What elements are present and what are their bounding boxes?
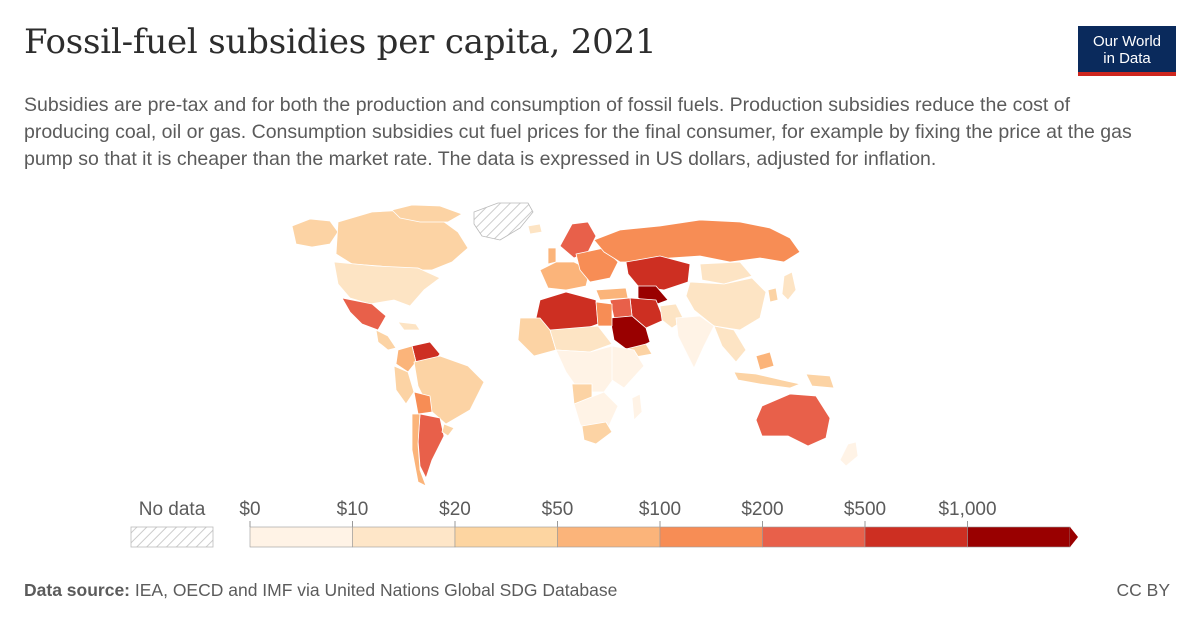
legend-bin-swatch[interactable]: [967, 526, 1071, 548]
region-sahel[interactable]: [549, 325, 613, 353]
legend-bin-label: $200: [741, 499, 783, 520]
owid-logo[interactable]: Our World in Data: [1078, 26, 1176, 76]
region-kazakhstan[interactable]: [625, 255, 691, 291]
chart-subtitle: Subsidies are pre-tax and for both the p…: [24, 94, 1132, 170]
region-iceland[interactable]: [527, 223, 543, 235]
logo-line-2: in Data: [1103, 50, 1151, 67]
logo-line-1: Our World: [1092, 33, 1162, 50]
legend-bin-swatch[interactable]: [557, 526, 661, 548]
region-japan[interactable]: [781, 271, 797, 301]
region-korea[interactable]: [767, 287, 779, 303]
region-australia[interactable]: [755, 393, 831, 447]
region-mongolia[interactable]: [699, 261, 753, 285]
region-egypt[interactable]: [595, 301, 613, 327]
legend-bin-swatch[interactable]: [762, 526, 866, 548]
legend-no-data-swatch: [130, 526, 214, 548]
region-colombia[interactable]: [395, 345, 417, 373]
legend-bin-label: $100: [639, 499, 681, 520]
region-saudi-arabia[interactable]: [609, 315, 651, 353]
region-usa[interactable]: [333, 261, 441, 307]
region-scandinavia[interactable]: [559, 221, 597, 259]
region-india[interactable]: [675, 315, 715, 369]
region-papua[interactable]: [805, 373, 835, 389]
region-new-zealand[interactable]: [839, 441, 859, 467]
legend-bin-swatch[interactable]: [864, 526, 968, 548]
legend-bin-label: $20: [439, 499, 471, 520]
region-indonesia[interactable]: [733, 371, 801, 389]
license-link[interactable]: CC BY: [1116, 580, 1170, 600]
region-arctic-islands[interactable]: [391, 204, 463, 223]
region-peru[interactable]: [393, 365, 415, 405]
region-greenland[interactable]: [473, 202, 534, 241]
region-cuba[interactable]: [397, 321, 421, 331]
chart-title: Fossil-fuel subsidies per capita, 2021: [24, 22, 657, 62]
legend-bin-swatch[interactable]: [249, 526, 353, 548]
region-mexico[interactable]: [341, 297, 387, 331]
legend-bin-label: $1,000: [938, 499, 996, 520]
region-china[interactable]: [685, 277, 767, 331]
data-source-text: IEA, OECD and IMF via United Nations Glo…: [134, 580, 618, 600]
region-central-america[interactable]: [375, 329, 397, 351]
legend-bin-label: $500: [844, 499, 886, 520]
legend-no-data-label: No data: [139, 499, 206, 520]
region-borneo[interactable]: [755, 351, 775, 371]
region-east-africa[interactable]: [611, 345, 645, 389]
logo-accent-bar: [1078, 72, 1176, 76]
region-madagascar[interactable]: [631, 393, 643, 421]
region-south-africa[interactable]: [581, 421, 613, 445]
legend-bin-swatch[interactable]: [454, 526, 558, 548]
legend-bin-swatch[interactable]: [659, 526, 763, 548]
legend-bin-swatch[interactable]: [352, 526, 456, 548]
data-source: Data source: IEA, OECD and IMF via Unite…: [24, 580, 617, 601]
legend-open-end-arrow: [1070, 527, 1078, 547]
region-southeast-asia[interactable]: [713, 325, 747, 363]
region-bolivia[interactable]: [413, 391, 433, 415]
legend-bin-label: $50: [542, 499, 574, 520]
world-map: [291, 202, 859, 487]
region-uruguay[interactable]: [441, 423, 455, 437]
color-legend: No data $0 $10 $20 $50 $100 $200 $500 $1,000: [130, 499, 1078, 548]
region-alaska[interactable]: [291, 218, 339, 248]
region-central-africa[interactable]: [555, 345, 621, 393]
legend-bin-label: $10: [337, 499, 369, 520]
region-chile[interactable]: [411, 413, 427, 487]
data-source-label: Data source:: [24, 580, 131, 600]
legend-bin-label: $0: [239, 499, 260, 520]
